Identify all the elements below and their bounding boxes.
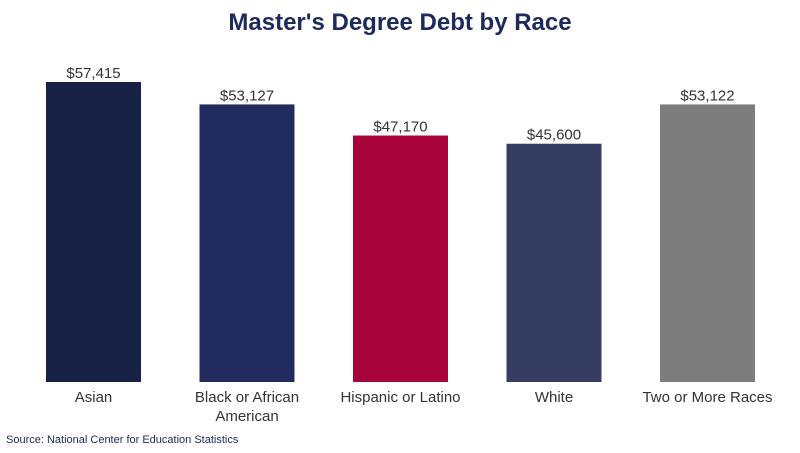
bars-group [46, 82, 755, 382]
value-label: $47,170 [373, 119, 427, 136]
value-label: $45,600 [527, 127, 581, 144]
bar-1 [199, 104, 295, 382]
category-label: Black or African [195, 389, 299, 406]
value-label: $57,415 [66, 65, 120, 82]
bar-2 [353, 135, 448, 382]
source-note: Source: National Center for Education St… [6, 434, 239, 446]
bar-4 [660, 104, 755, 382]
value-label: $53,127 [220, 87, 274, 104]
chart-title: Master's Degree Debt by Race [228, 9, 572, 36]
category-label: Two or More Races [642, 389, 772, 406]
bar-3 [506, 143, 602, 382]
category-label: American [215, 408, 278, 425]
value-labels-group: $57,415 $53,127 $47,170 $45,600 $53,122 [66, 65, 734, 144]
bar-0 [46, 82, 141, 382]
category-label: Asian [75, 389, 113, 406]
value-label: $53,122 [680, 87, 734, 104]
category-label: Hispanic or Latino [340, 389, 460, 406]
category-labels-group: Asian Black or African American Hispanic or… [75, 389, 773, 425]
category-label: White [535, 389, 573, 406]
